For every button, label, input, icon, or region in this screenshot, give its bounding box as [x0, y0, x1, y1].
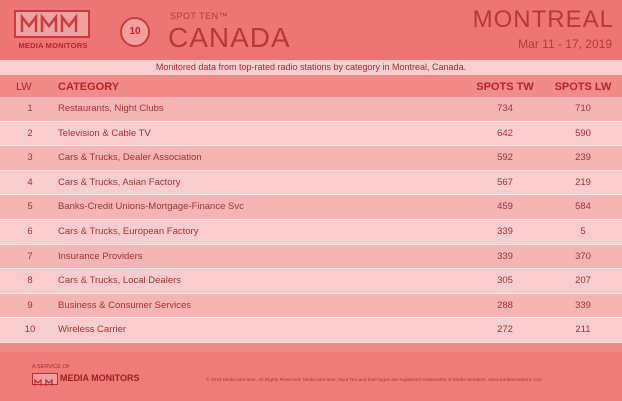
- table-row: 4 Cars & Trucks, Asian Factory 567 219: [0, 170, 622, 196]
- spots-tw-cell: 288: [497, 299, 513, 311]
- spots-tw-cell: 339: [497, 225, 513, 237]
- rank-cell: 9: [27, 299, 33, 311]
- spots-tw-cell: 459: [497, 201, 513, 213]
- table-row: 10 Wireless Carrier 272 211: [0, 318, 622, 343]
- spots-lw-cell: 5: [580, 225, 586, 237]
- table-row: 7 Insurance Providers 339 370: [0, 244, 622, 270]
- spots-tw-cell: 339: [497, 250, 513, 262]
- service-label: A SERVICE OF: [32, 364, 71, 370]
- column-header-lw: LW: [16, 81, 32, 93]
- rank-cell: 5: [27, 201, 33, 213]
- category-cell: Cars & Trucks, Asian Factory: [58, 176, 181, 188]
- spot-ten-badge-icon: 10: [120, 17, 150, 47]
- spots-tw-cell: 734: [497, 103, 513, 114]
- header: MEDIA MONITORS 10 SPOT TEN™ CANADA MONTR…: [0, 0, 622, 60]
- spots-lw-cell: 584: [575, 201, 591, 213]
- copyright-text: © 2019 Media Monitors. All Rights Reserv…: [206, 378, 542, 383]
- category-cell: Cars & Trucks, Local Dealers: [58, 275, 182, 287]
- rank-cell: 7: [27, 250, 33, 262]
- rank-cell: 3: [27, 152, 33, 164]
- country-title: CANADA: [168, 22, 291, 53]
- date-range: Mar 11 - 17, 2019: [518, 37, 612, 51]
- mm-small-glyph-icon: [34, 378, 53, 386]
- media-monitors-logo: MEDIA MONITORS: [14, 10, 92, 50]
- spots-tw-cell: 567: [497, 176, 513, 188]
- spots-tw-cell: 272: [497, 324, 513, 336]
- table-row: 6 Cars & Trucks, European Factory 339 5: [0, 219, 622, 245]
- rank-cell: 8: [27, 275, 33, 287]
- spot-ten-label: SPOT TEN™: [170, 11, 229, 21]
- spots-lw-cell: 207: [575, 275, 591, 287]
- table-row: 8 Cars & Trucks, Local Dealers 305 207: [0, 269, 622, 294]
- badge-number: 10: [129, 26, 141, 37]
- table-row: 5 Banks-Credit Unions-Mortgage-Finance S…: [0, 195, 622, 220]
- spots-tw-cell: 592: [497, 152, 513, 164]
- category-cell: Wireless Carrier: [58, 324, 127, 336]
- category-cell: Banks-Credit Unions-Mortgage-Finance Svc: [58, 201, 244, 213]
- category-cell: Cars & Trucks, European Factory: [58, 225, 199, 237]
- category-cell: Insurance Providers: [58, 250, 143, 262]
- brand-text: MEDIA MONITORS: [18, 41, 88, 50]
- rank-cell: 4: [27, 176, 33, 188]
- column-header-category: CATEGORY: [58, 81, 120, 93]
- category-cell: Restaurants, Night Clubs: [58, 103, 164, 114]
- table-body: 1 Restaurants, Night Clubs 734 710 2 Tel…: [0, 97, 622, 343]
- spots-lw-cell: 590: [575, 127, 591, 139]
- spots-lw-cell: 339: [575, 299, 591, 311]
- mm-glyph-icon: [20, 13, 78, 32]
- media-monitors-mark-icon: [14, 10, 90, 38]
- category-cell: Cars & Trucks, Dealer Association: [58, 152, 202, 164]
- spots-lw-cell: 219: [575, 176, 591, 188]
- spots-lw-cell: 211: [575, 324, 591, 336]
- spots-lw-cell: 710: [575, 103, 591, 114]
- rank-cell: 1: [27, 103, 33, 114]
- table-row: 9 Business & Consumer Services 288 339: [0, 293, 622, 319]
- table-header: LW CATEGORY SPOTS TW SPOTS LW: [0, 77, 622, 97]
- footer-brand-name: MEDIA MONITORS: [60, 373, 140, 383]
- spots-lw-cell: 239: [575, 152, 591, 164]
- table-row: 1 Restaurants, Night Clubs 734 710: [0, 97, 622, 122]
- category-cell: Business & Consumer Services: [58, 299, 192, 311]
- media-monitors-mark-icon: [32, 373, 58, 386]
- spots-lw-cell: 370: [575, 250, 591, 262]
- rank-cell: 10: [24, 324, 36, 336]
- column-header-spots-lw: SPOTS LW: [554, 81, 612, 93]
- rank-cell: 6: [27, 225, 33, 237]
- city-title: MONTREAL: [472, 6, 614, 33]
- column-header-spots-tw: SPOTS TW: [476, 81, 534, 93]
- spots-tw-cell: 305: [497, 275, 513, 287]
- subtitle: Monitored data from top-rated radio stat…: [0, 60, 622, 75]
- spots-tw-cell: 642: [497, 127, 513, 139]
- category-cell: Television & Cable TV: [58, 127, 151, 139]
- footer: A SERVICE OF MEDIA MONITORS © 2019 Media…: [0, 352, 622, 401]
- rank-cell: 2: [27, 127, 33, 139]
- table-row: 3 Cars & Trucks, Dealer Association 592 …: [0, 146, 622, 171]
- table-row: 2 Television & Cable TV 642 590: [0, 121, 622, 147]
